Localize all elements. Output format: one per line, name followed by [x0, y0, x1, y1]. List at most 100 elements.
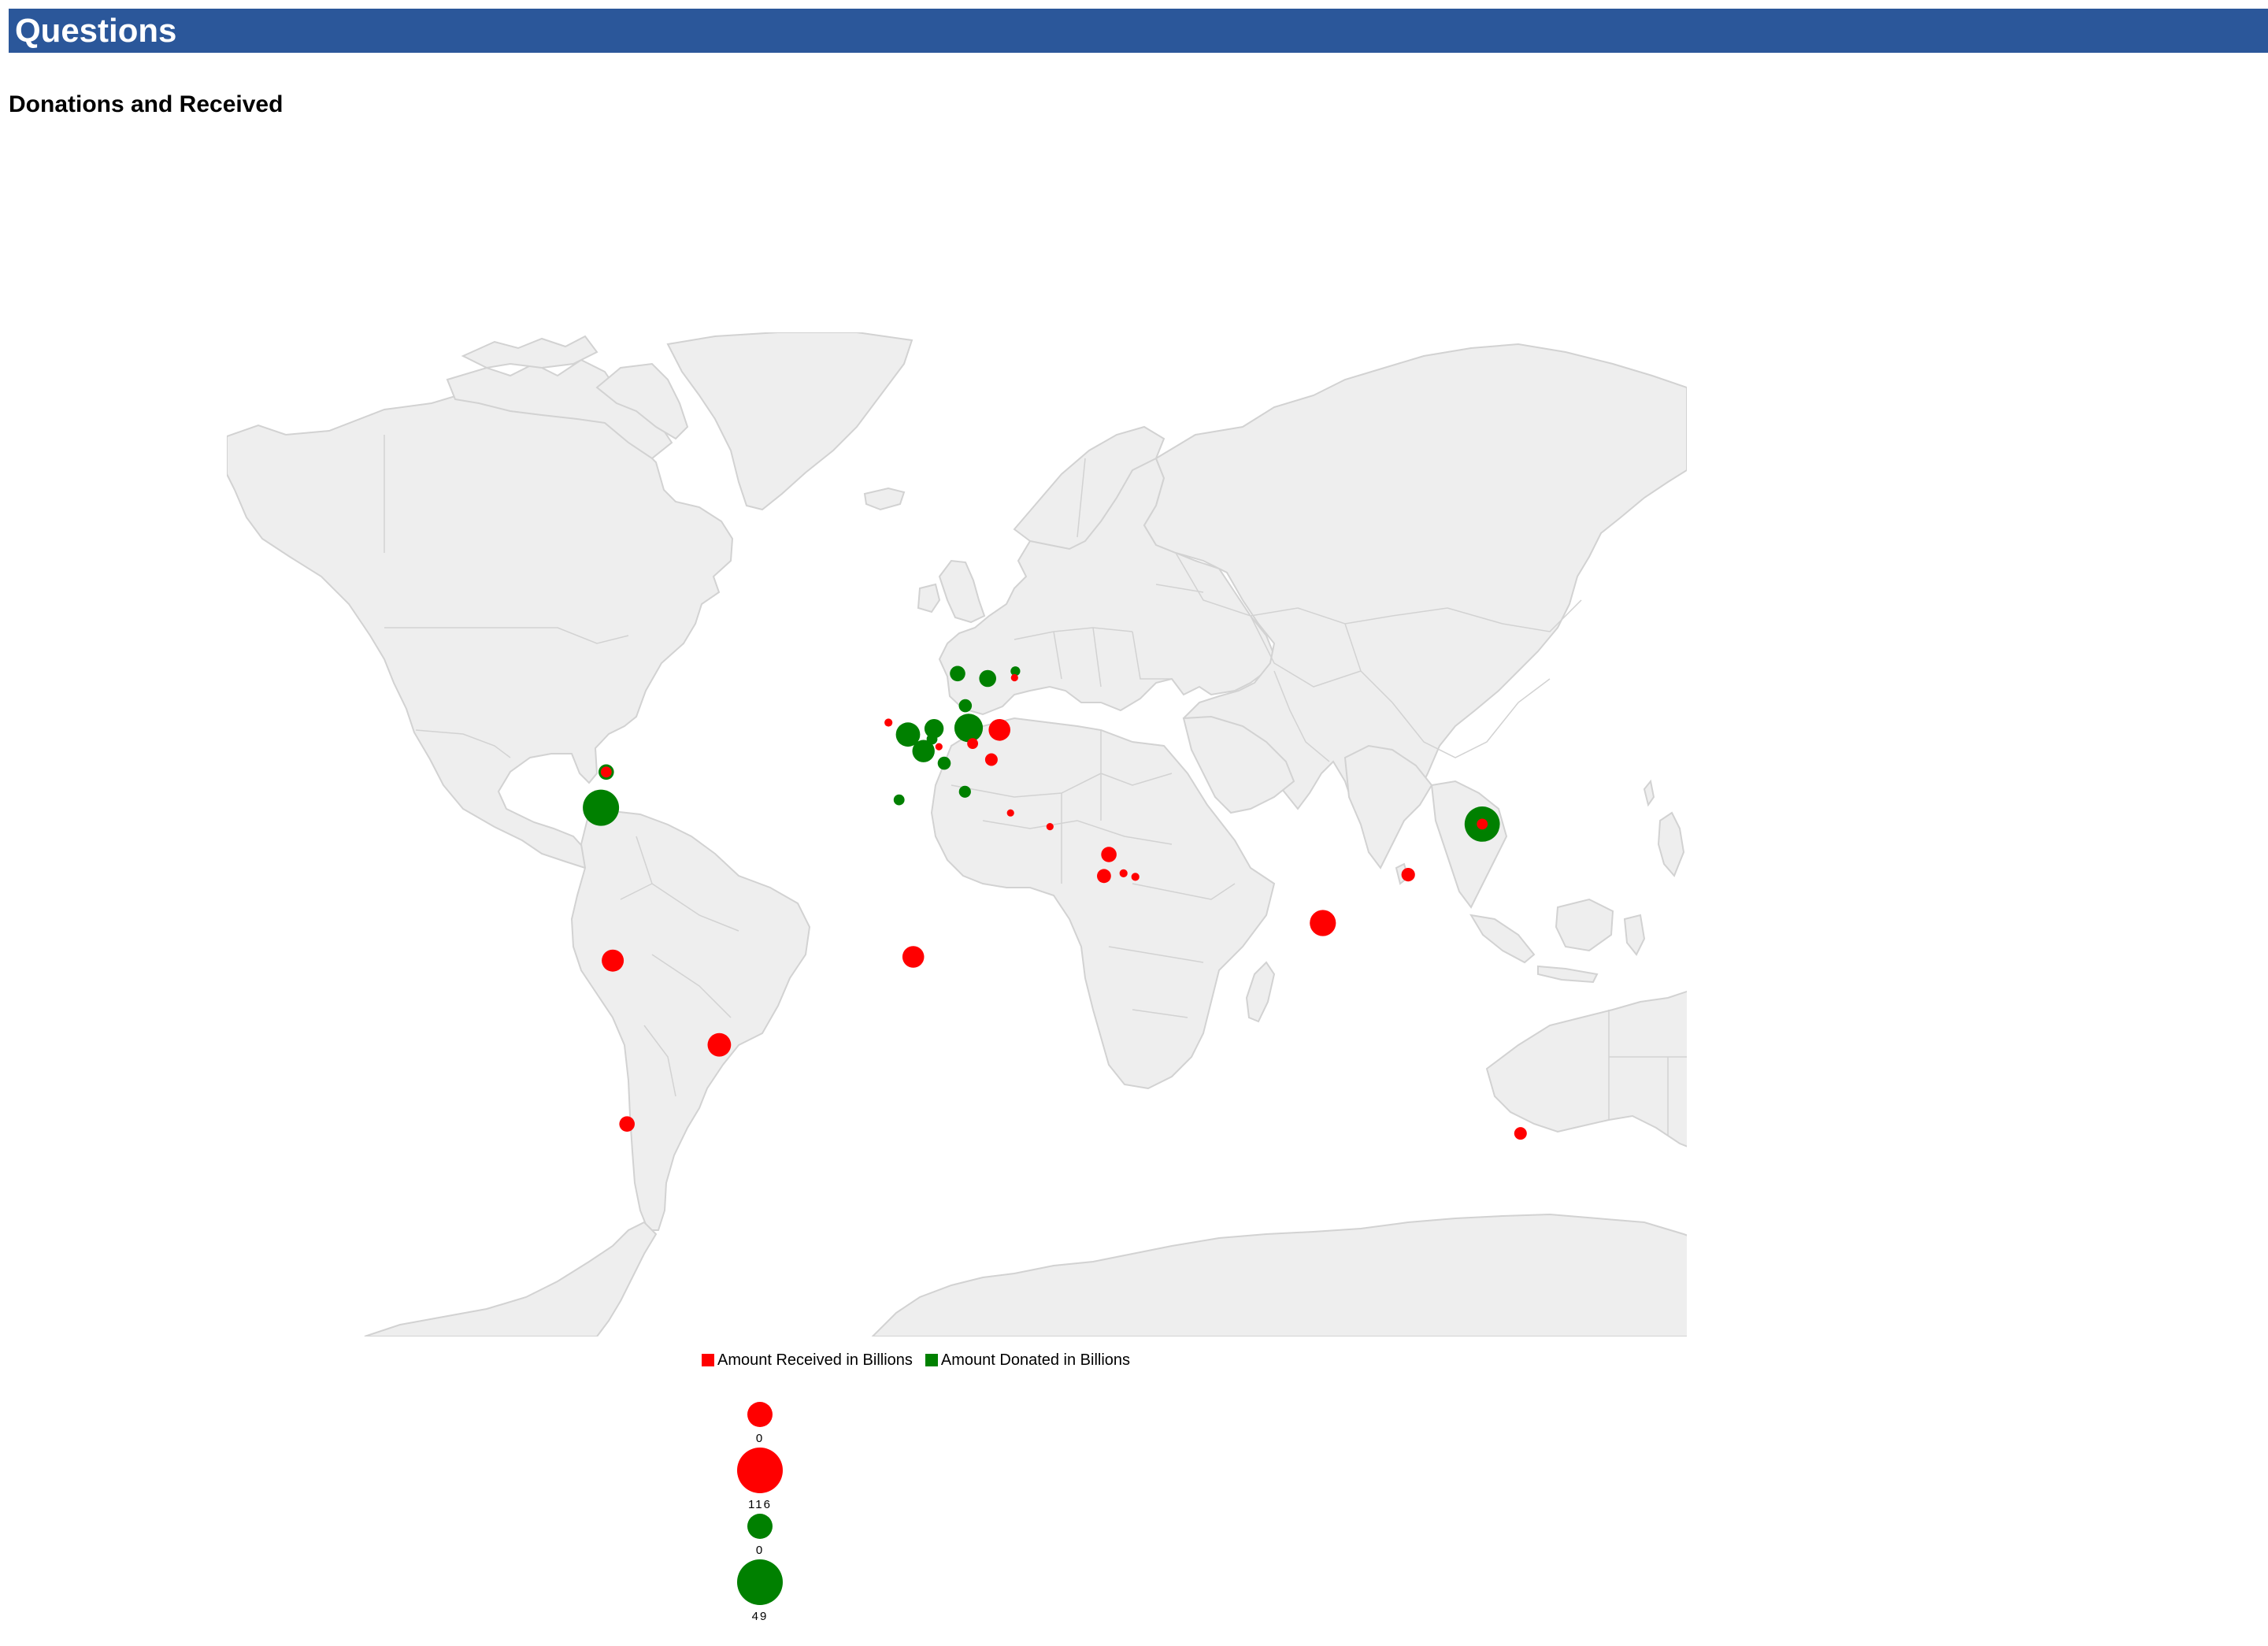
land-australia	[1485, 990, 1687, 1147]
bubble-saudi-received[interactable]	[1097, 869, 1111, 884]
size-legend-received-min-bubble	[747, 1402, 773, 1427]
border-africa-5	[1132, 883, 1236, 900]
land-sumatra	[1469, 914, 1536, 964]
bubble-lux-received[interactable]	[935, 743, 943, 751]
border-africa-1	[951, 773, 1173, 798]
bubble-netherlands-donated[interactable]	[924, 719, 944, 739]
legend-item-donated: Amount Donated in Billions	[925, 1351, 1130, 1370]
bubble-denmark-donated[interactable]	[958, 699, 973, 713]
bubble-germany-donated[interactable]	[954, 714, 984, 743]
land-north-america	[227, 384, 734, 878]
country-borders	[384, 435, 1687, 1136]
size-legend-donated-max-label: 49	[751, 1610, 769, 1623]
size-legend-donated-min-bubble	[747, 1514, 773, 1539]
color-legend: Amount Received in Billions Amount Donat…	[702, 1348, 1143, 1372]
border-africa-2	[982, 820, 1173, 845]
bubble-taiwan-received[interactable]	[1401, 868, 1415, 882]
land-india	[1343, 744, 1433, 869]
border-us-mexico	[415, 729, 511, 758]
land-africa	[930, 717, 1276, 1090]
border-europe-4	[1132, 631, 1172, 680]
land-baffin	[595, 362, 689, 440]
border-europe-1	[1014, 627, 1133, 640]
bubble-uk-donated[interactable]	[895, 722, 921, 747]
world-map-svg	[227, 332, 1687, 1336]
size-legend-donated-min-label: 0	[755, 1544, 765, 1557]
land-iceland	[863, 487, 906, 511]
border-south-america-4	[643, 1025, 676, 1097]
page-title: Questions	[15, 12, 177, 49]
bubble-cyprus-received[interactable]	[1046, 823, 1054, 831]
bubble-sweden-donated[interactable]	[979, 669, 996, 688]
bubble-estonia-received[interactable]	[1010, 673, 1018, 682]
bubble-belgium-donated[interactable]	[926, 733, 938, 745]
bubble-thailand-received[interactable]	[1310, 910, 1336, 936]
border-south-america-2	[620, 883, 653, 900]
bubble-norway-donated[interactable]	[950, 665, 965, 682]
land-antarctica	[871, 1213, 1687, 1336]
land-greenland	[666, 332, 914, 511]
border-scandinavia	[1077, 458, 1086, 538]
bubble-hungary-received[interactable]	[984, 753, 998, 766]
land-philippines	[1657, 811, 1685, 877]
size-legend-received-min-label: 0	[755, 1432, 765, 1445]
land-taiwan	[1643, 779, 1655, 807]
land-layer	[227, 332, 1687, 1336]
size-legend-received-max-bubble	[737, 1448, 783, 1493]
land-sulawesi	[1623, 914, 1646, 956]
size-legend: 0 116 0 49	[732, 1396, 788, 1632]
bubble-finland-donated[interactable]	[1010, 666, 1021, 677]
border-south-america-1	[636, 836, 739, 932]
land-ireland	[917, 583, 941, 614]
land-java	[1537, 965, 1599, 984]
border-europe-3	[1092, 627, 1102, 688]
bubble-spain-donated[interactable]	[893, 794, 905, 806]
border-europe-5	[1155, 584, 1204, 593]
border-iran	[1273, 670, 1330, 762]
bubble-ireland-received[interactable]	[884, 718, 893, 727]
bubble-italy-donated[interactable]	[958, 785, 971, 798]
bubble-usa-donated[interactable]	[583, 789, 620, 826]
size-legend-donated-max-bubble	[737, 1559, 783, 1605]
bubble-switzerland-donated[interactable]	[937, 756, 951, 770]
legend-label-donated: Amount Donated in Billions	[940, 1351, 1131, 1369]
land-europe	[938, 453, 1276, 716]
chart-subtitle: Donations and Received	[9, 91, 284, 117]
border-china	[1344, 623, 1551, 758]
bubble-colombia-received[interactable]	[602, 949, 624, 972]
border-russia	[1175, 552, 1582, 632]
bubble-japan-r-received[interactable]	[1477, 818, 1488, 830]
land-antarctic-peninsula	[364, 1221, 658, 1336]
legend-item-received: Amount Received in Billions	[702, 1351, 913, 1370]
border-africa-6	[1108, 946, 1204, 963]
legend-label-received: Amount Received in Billions	[717, 1351, 913, 1369]
bubble-qatar-received[interactable]	[1119, 869, 1128, 877]
bubble-kuwait-received[interactable]	[1101, 847, 1117, 862]
header-bar: Questions	[9, 9, 2268, 53]
border-south-america-3	[651, 954, 732, 1018]
land-borneo	[1555, 898, 1614, 952]
bubble-australia-received[interactable]	[1514, 1127, 1527, 1140]
border-europe-2	[1053, 631, 1062, 680]
world-map	[227, 332, 1687, 1336]
land-ellesmere	[461, 335, 598, 369]
bubble-canada-r-received[interactable]	[600, 766, 612, 778]
bubble-poland-received[interactable]	[988, 719, 1010, 741]
bubble-france-donated[interactable]	[912, 740, 935, 762]
bubble-chile-received[interactable]	[619, 1116, 635, 1132]
border-africa-7	[1132, 1009, 1188, 1018]
land-scandinavia	[1013, 425, 1166, 551]
bubble-czech-received[interactable]	[967, 738, 978, 749]
border-central-asia	[1250, 615, 1362, 688]
land-arabia	[1182, 715, 1295, 814]
bubble-ghana-received[interactable]	[902, 946, 925, 968]
legend-swatch-donated	[925, 1354, 938, 1366]
bubble-greece-received[interactable]	[1006, 809, 1014, 817]
land-south-america	[570, 810, 811, 1231]
legend-swatch-received	[702, 1354, 714, 1366]
bubble-uae-received[interactable]	[1131, 873, 1140, 881]
size-legend-received-max-label: 116	[748, 1498, 772, 1511]
bubble-layer	[583, 665, 1527, 1140]
border-us-canada	[384, 627, 629, 644]
bubble-brazil-received[interactable]	[707, 1032, 732, 1057]
